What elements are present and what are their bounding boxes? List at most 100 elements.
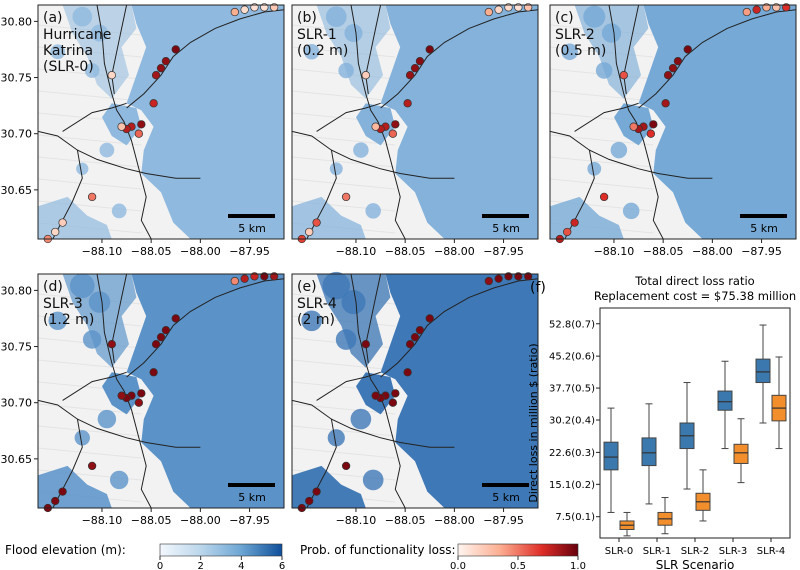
street-line [549, 156, 654, 168]
map-panels: (a) Hurricane Katrina (SLR-0) 5 km −88.10 −88.… [1, 3, 797, 527]
x-tick-label: −88.05 [385, 514, 426, 527]
map-frame [549, 4, 797, 240]
x-tick-label: −88.10 [336, 245, 377, 258]
facility-point [629, 122, 638, 131]
map-frame [37, 4, 285, 240]
panel-title-line: Hurricane [43, 27, 111, 43]
box-slr-1-series-2 [657, 497, 673, 535]
flood-marsh [338, 62, 354, 79]
x-tick-label: −88.10 [336, 514, 377, 527]
x-tick-label: −87.95 [741, 245, 782, 258]
flood-delta [574, 5, 649, 99]
road-line [365, 4, 382, 94]
facility-point [742, 7, 751, 17]
loss-colorbar-tick-label: 0.5 [510, 561, 526, 570]
facility-point [388, 129, 398, 138]
panel-letter: (c) [555, 10, 574, 26]
flood-marsh [335, 329, 357, 350]
flood-marsh [111, 203, 127, 219]
box-slr-3-series-2 [733, 418, 749, 484]
x-axis-label: SLR Scenario [656, 558, 735, 570]
panel-title-line: SLR-2 [555, 27, 595, 43]
street-line [37, 425, 142, 437]
road-line [62, 371, 127, 401]
road-line [365, 273, 382, 363]
panel-title-line: (0.5 m) [555, 43, 606, 59]
street-line [37, 156, 142, 168]
facility-point [646, 129, 656, 138]
map-panel-5: (e) SLR-4 (2 m) 5 km −88.10 −88.05 −88.00 −87.9… [291, 271, 539, 527]
y-tick-label: 45.2(0.6) [549, 352, 595, 363]
road-line [52, 150, 83, 240]
map-frame [37, 273, 285, 509]
facility-point [405, 340, 415, 349]
flood-marsh [341, 290, 366, 315]
flood-marsh [50, 44, 66, 60]
road-line [316, 371, 381, 401]
flood-marsh [610, 141, 628, 159]
y-tick-label: 30.75 [1, 72, 33, 85]
facility-point [312, 487, 321, 496]
scalebar-label: 5 km [238, 491, 266, 504]
facility-point [361, 71, 370, 80]
road-line [638, 9, 797, 109]
facility-point [391, 120, 400, 129]
flood-marsh [82, 330, 102, 349]
facility-point [230, 7, 239, 17]
panel-letter: (f) [530, 280, 546, 296]
x-tick-label: −87.95 [229, 514, 270, 527]
y-tick-label: 30.70 [1, 397, 33, 410]
y-tick-label: 30.70 [1, 128, 33, 141]
facility-point [117, 391, 126, 400]
street-line [291, 156, 396, 168]
flood-marsh [88, 291, 111, 313]
panel-title: (e) SLR-4 (2 m) [297, 279, 337, 328]
map-panel-4: (d) SLR-3 (1.2 m) 5 km −88.10 −88.05 −88.00 −87… [1, 272, 285, 527]
road-line [111, 4, 128, 94]
flood-marsh [76, 162, 89, 175]
box-body [733, 443, 749, 464]
scalebar-label: 5 km [750, 222, 778, 235]
y-tick-label: 52.8(0.7) [549, 319, 595, 330]
y-tick-label: 30.80 [1, 15, 33, 28]
scalebar-label: 5 km [238, 222, 266, 235]
chart-title: Total direct loss ratio [634, 274, 754, 288]
box-slr-4-series-2 [771, 356, 787, 450]
street-line [291, 178, 396, 190]
flood-marsh [344, 24, 363, 43]
box-slr-4-series-1 [755, 324, 771, 424]
facility-point [305, 496, 314, 506]
facility-point [171, 45, 180, 54]
loss-colorbar-label: Prob. of functionality loss: [300, 543, 456, 557]
flood-marsh [601, 23, 622, 43]
street-line [549, 90, 654, 102]
x-tick-label: −88.00 [692, 245, 733, 258]
x-tick-label: −87.95 [483, 245, 524, 258]
facility-point [415, 57, 425, 66]
facility-point [137, 120, 146, 129]
road-line [623, 4, 640, 94]
flood-marsh [90, 24, 109, 42]
panel-letter: (a) [43, 10, 63, 26]
facility-point [410, 64, 420, 73]
facility-point [341, 192, 351, 202]
facility-point [361, 340, 370, 349]
facility-point [107, 340, 116, 349]
road-line [564, 150, 595, 240]
scalebar [482, 483, 529, 487]
facility-point [171, 314, 180, 323]
facility-point [341, 461, 351, 471]
flood-marsh [84, 63, 100, 78]
facility-point [230, 276, 239, 286]
flood-delta [316, 5, 391, 99]
panel-title-line: (SLR-0) [43, 59, 94, 75]
y-tick-label: 30.65 [1, 453, 33, 466]
road-line [574, 102, 639, 132]
x-tick-label: −88.10 [82, 514, 123, 527]
panel-title-line: (0.2 m) [297, 43, 348, 59]
facility-point [570, 218, 579, 227]
flood-marsh [322, 271, 351, 300]
facility-point [391, 389, 400, 398]
panel-title: (b) SLR-1 (0.2 m) [297, 10, 348, 59]
